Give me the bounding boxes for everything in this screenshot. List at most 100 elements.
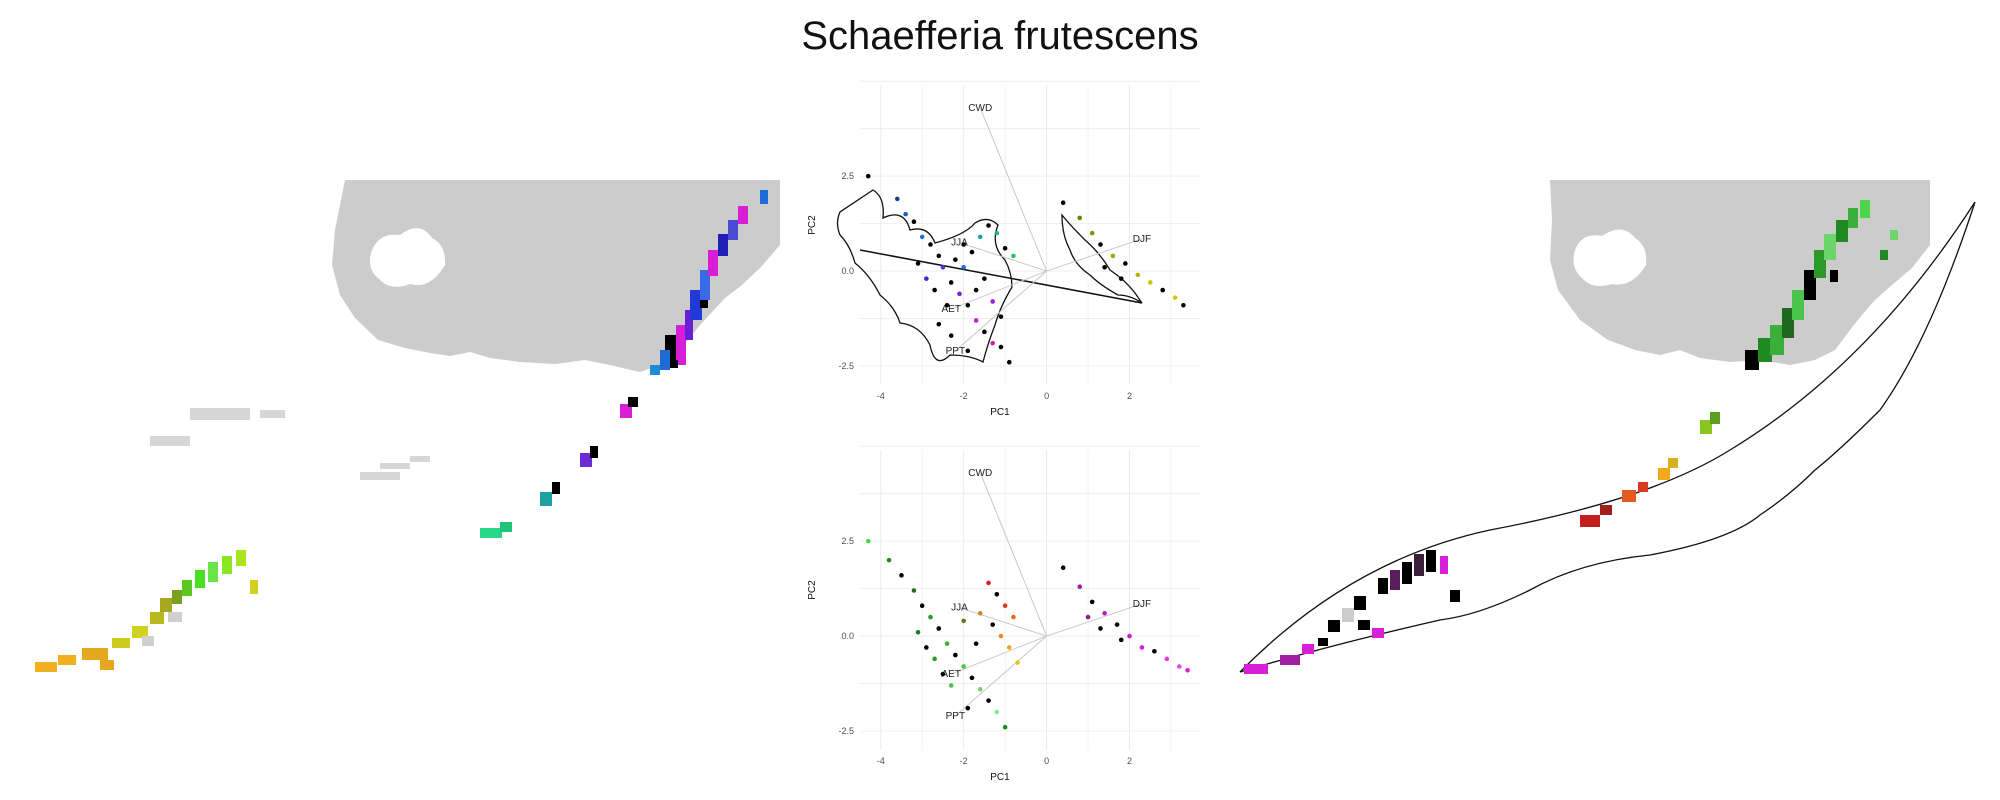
florida-land — [332, 180, 780, 372]
data-point — [865, 173, 871, 179]
grid-bottom — [860, 445, 1200, 750]
data-point — [1114, 622, 1120, 627]
data-point — [1077, 215, 1083, 221]
data-point — [1147, 280, 1153, 285]
y-tick-label: 2.5 — [841, 171, 854, 181]
data-point — [944, 302, 950, 308]
x-tick-label: -2 — [960, 756, 968, 766]
loading-arrow — [1046, 238, 1143, 272]
data-point — [924, 645, 929, 650]
loading-arrow — [955, 635, 1047, 717]
range-cell — [1814, 250, 1826, 278]
range-cells-left — [35, 190, 768, 672]
data-point — [919, 234, 925, 240]
data-point — [1110, 253, 1116, 259]
range-cell — [168, 612, 182, 622]
range-cell — [222, 556, 232, 574]
range-cell — [1580, 515, 1600, 527]
data-point — [1089, 230, 1095, 236]
inner-bay-right — [1573, 229, 1647, 286]
axes-top: -4 -2 0 2 2.5 0.0 -2.5 PC1 PC2 — [807, 171, 1132, 418]
range-cell — [1804, 270, 1816, 300]
range-cell — [1668, 458, 1678, 468]
data-point — [895, 196, 900, 202]
data-point — [969, 249, 975, 255]
data-point — [1102, 264, 1107, 270]
data-point — [1176, 664, 1182, 669]
data-point — [1118, 276, 1124, 281]
data-point — [1015, 660, 1020, 665]
data-point — [899, 573, 904, 578]
data-point — [986, 223, 991, 228]
data-point — [994, 709, 1000, 715]
x-tick-label: 0 — [1044, 391, 1049, 401]
loading-arrow — [1046, 603, 1143, 637]
data-point — [986, 580, 991, 586]
range-cell — [1372, 628, 1384, 638]
data-point — [1118, 637, 1124, 643]
data-point — [1089, 599, 1095, 605]
data-point — [1123, 261, 1128, 266]
data-point — [1002, 245, 1008, 251]
loading-label: JJA — [951, 603, 968, 614]
data-point — [994, 592, 1000, 597]
data-point — [911, 219, 917, 225]
data-point — [977, 610, 983, 616]
data-point — [1011, 614, 1016, 620]
range-cell — [738, 206, 748, 224]
range-cell — [182, 580, 192, 596]
range-cell — [1622, 490, 1636, 502]
data-point — [1172, 295, 1178, 300]
loading-arrow — [951, 635, 1047, 675]
range-cell — [676, 325, 686, 365]
x-tick-label: 2 — [1127, 391, 1132, 401]
data-point — [928, 614, 933, 620]
data-point — [961, 618, 966, 624]
data-point — [965, 302, 971, 308]
connector-line — [859, 249, 1143, 304]
data-point — [1011, 253, 1016, 259]
range-cell — [480, 528, 502, 538]
range-cell — [700, 270, 710, 300]
range-cell — [82, 648, 108, 660]
data-point — [865, 538, 871, 544]
data-point — [961, 664, 966, 669]
range-cell — [1758, 338, 1772, 362]
data-point — [990, 622, 995, 627]
range-cell — [540, 492, 552, 506]
data-point — [990, 299, 995, 304]
loading-arrow — [955, 270, 1047, 352]
loading-label: PPT — [946, 346, 965, 357]
y-tick-label: -2.5 — [838, 361, 854, 371]
x-tick-label: 0 — [1044, 756, 1049, 766]
data-point — [911, 588, 917, 593]
range-cell — [552, 482, 560, 494]
y-tick-label: -2.5 — [838, 726, 854, 736]
range-cell — [132, 626, 148, 638]
data-point — [1002, 603, 1008, 608]
range-cells-right — [1244, 200, 1898, 674]
range-cell — [100, 660, 114, 670]
data-point — [1006, 359, 1012, 365]
data-point — [973, 641, 979, 646]
grid-top — [860, 80, 1200, 385]
loading-arrow — [959, 607, 1047, 637]
hull-west — [836, 189, 1013, 363]
loading-arrow — [959, 242, 1047, 272]
data-point — [1102, 610, 1107, 616]
y-axis-title: PC2 — [807, 215, 818, 235]
range-cell — [1830, 270, 1838, 282]
x-tick-label: -4 — [877, 391, 885, 401]
data-point — [977, 234, 983, 240]
data-point — [932, 656, 937, 662]
data-point — [1127, 633, 1132, 639]
range-cell — [160, 598, 172, 612]
range-cell — [700, 300, 708, 308]
range-cell — [1600, 505, 1612, 515]
range-cell — [1658, 468, 1670, 480]
range-cell — [628, 397, 638, 407]
data-point — [973, 318, 979, 323]
data-point — [1185, 667, 1190, 673]
points-top — [865, 173, 1186, 365]
data-point — [944, 641, 950, 646]
